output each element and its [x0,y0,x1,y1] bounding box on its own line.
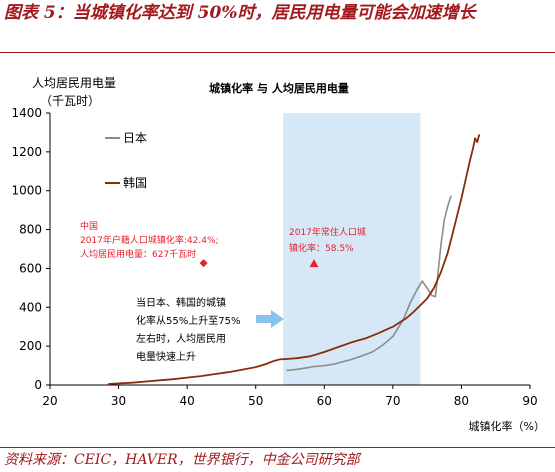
china-label-1: 中国 [80,220,98,232]
x-tick-label: 30 [111,394,126,408]
y-axis-unit: （千瓦时） [40,94,100,108]
chart-title: 城镇化率 与 人均居民用电量 [209,81,349,95]
legend-label: 韩国 [123,175,147,190]
y-tick-label: 0 [34,378,42,392]
legend-label: 日本 [123,131,147,145]
x-axis-label: 城镇化率（%） [469,419,545,433]
y-ticks: 0 200 400 600 800 1000 1200 1400 [11,106,50,392]
figure-title: 图表 5：当城镇化率达到 50%时，居民用电量可能会加速增长 [4,3,476,23]
urban-label-1: 2017年常住人口城 [289,226,366,238]
y-tick-label: 200 [19,339,42,353]
urbanization-2017-annotation: 2017年常住人口城 镇化率：58.5% [289,226,366,268]
y-tick-label: 1400 [11,106,42,120]
china-label-3: 人均居民用电量：627千瓦时 [80,248,196,260]
title-divider [0,52,555,53]
note-line-2: 化率从55%上升至75% [136,314,240,327]
china-diamond-marker [199,259,208,268]
highlight-band [283,113,421,385]
x-tick-label: 90 [522,394,537,408]
note-line-1: 当日本、韩国的城镇 [136,296,226,309]
urban-triangle-marker [309,259,319,268]
y-tick-label: 1200 [11,145,42,159]
series-line-korea [108,134,481,385]
source-divider [0,447,555,448]
china-label-2: 2017年户籍人口城镇化率:42.4%; [80,234,219,246]
x-tick-label: 20 [42,394,57,408]
y-tick-label: 600 [19,261,42,275]
source-note: 资料来源：CEIC，HAVER，世界银行，中金公司研究部 [4,452,360,468]
x-tick-label: 60 [317,394,332,408]
y-tick-label: 800 [19,223,42,237]
x-tick-label: 80 [454,394,469,408]
y-axis-label: 人均居民用电量 [32,76,116,90]
x-tick-label: 70 [385,394,400,408]
series-lines [108,134,481,385]
y-tick-label: 400 [19,300,42,314]
x-ticks: 20 30 40 50 60 70 80 90 [42,385,538,408]
note-line-4: 电量快速上升 [136,350,196,363]
x-tick-label: 40 [180,394,195,408]
acceleration-note: 当日本、韩国的城镇 化率从55%上升至75% 左右时，人均居民用 电量快速上升 [136,296,284,363]
note-line-3: 左右时，人均居民用 [136,332,226,345]
note-arrow [256,310,284,328]
x-tick-label: 50 [248,394,263,408]
china-annotation: 中国 2017年户籍人口城镇化率:42.4%; 人均居民用电量：627千瓦时 [80,220,219,268]
y-tick-label: 1000 [11,184,42,198]
chart: 20 30 40 50 60 70 80 90 0 200 400 600 800 1000 1200 14… [11,76,545,433]
series-line-japan [286,195,452,372]
axes [49,113,530,386]
urban-label-2: 镇化率：58.5% [289,242,354,254]
